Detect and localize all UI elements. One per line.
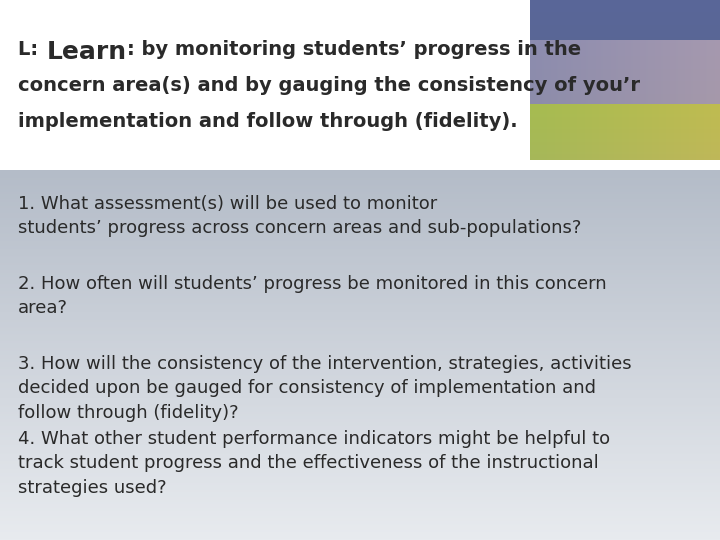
- Text: implementation and follow through (fidelity).: implementation and follow through (fidel…: [18, 112, 518, 131]
- Text: 1. What assessment(s) will be used to monitor
students’ progress across concern : 1. What assessment(s) will be used to mo…: [18, 195, 581, 237]
- Text: 3. How will the consistency of the intervention, strategies, activities
decided : 3. How will the consistency of the inter…: [18, 355, 631, 422]
- Text: : by monitoring students’ progress in the: : by monitoring students’ progress in th…: [127, 40, 581, 59]
- Text: 4. What other student performance indicators might be helpful to
track student p: 4. What other student performance indica…: [18, 430, 610, 497]
- Text: L:: L:: [18, 40, 45, 59]
- Text: 2. How often will students’ progress be monitored in this concern
area?: 2. How often will students’ progress be …: [18, 275, 607, 318]
- Text: concern area(s) and by gauging the consistency of you’r: concern area(s) and by gauging the consi…: [18, 76, 640, 95]
- Bar: [0, 0, 720, 170]
- Text: Learn: Learn: [48, 40, 127, 64]
